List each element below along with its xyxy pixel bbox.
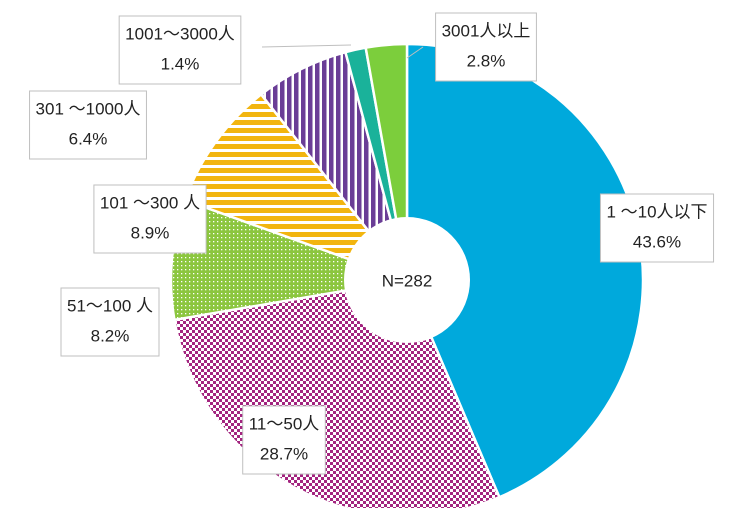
value-label: 28.7% (260, 444, 308, 463)
value-label: 8.2% (91, 326, 130, 345)
data-label: 101 ～300 人 8.9% (93, 184, 207, 254)
donut-hole (344, 217, 470, 343)
slices (169, 42, 645, 508)
category-label: 3001人以上 (442, 21, 531, 40)
label-box (93, 184, 207, 254)
data-label: 1 ～10人以下 43.6% (599, 193, 715, 263)
category-label: 1001～3000人 (125, 24, 235, 43)
value-label: 2.8% (467, 51, 506, 70)
label-box (60, 287, 160, 357)
data-label: 11～50人 28.7% (242, 405, 326, 475)
category-label: 1 ～10人以下 (606, 202, 707, 221)
category-label: 51～100 人 (67, 296, 153, 315)
value-label: 1.4% (161, 54, 200, 73)
label-box (29, 90, 147, 160)
center-label: N=282 (382, 271, 433, 290)
category-label: 101 ～300 人 (100, 193, 200, 212)
label-box (242, 405, 326, 475)
value-label: 43.6% (633, 232, 681, 251)
category-label: 11～50人 (249, 414, 320, 433)
leader-line (261, 44, 352, 48)
data-label: 3001人以上 2.8% (435, 12, 537, 82)
category-label: 301 ～1000人 (36, 99, 141, 118)
value-label: 8.9% (131, 223, 170, 242)
leader-line (406, 46, 424, 59)
label-box (599, 193, 715, 263)
value-label: 6.4% (69, 129, 108, 148)
labels: 1 ～10人以下 43.6% 11～50人 28.7% 51～100 人 8.2% 101 … (29, 12, 715, 475)
data-label: 301 ～1000人 6.4% (29, 90, 147, 160)
label-box (118, 15, 242, 85)
data-label: 51～100 人 8.2% (60, 287, 160, 357)
data-label: 1001～3000人 1.4% (118, 15, 242, 85)
label-box (435, 12, 537, 82)
